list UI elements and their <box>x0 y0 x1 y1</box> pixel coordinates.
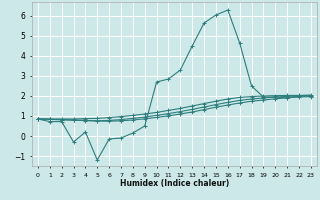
X-axis label: Humidex (Indice chaleur): Humidex (Indice chaleur) <box>120 179 229 188</box>
